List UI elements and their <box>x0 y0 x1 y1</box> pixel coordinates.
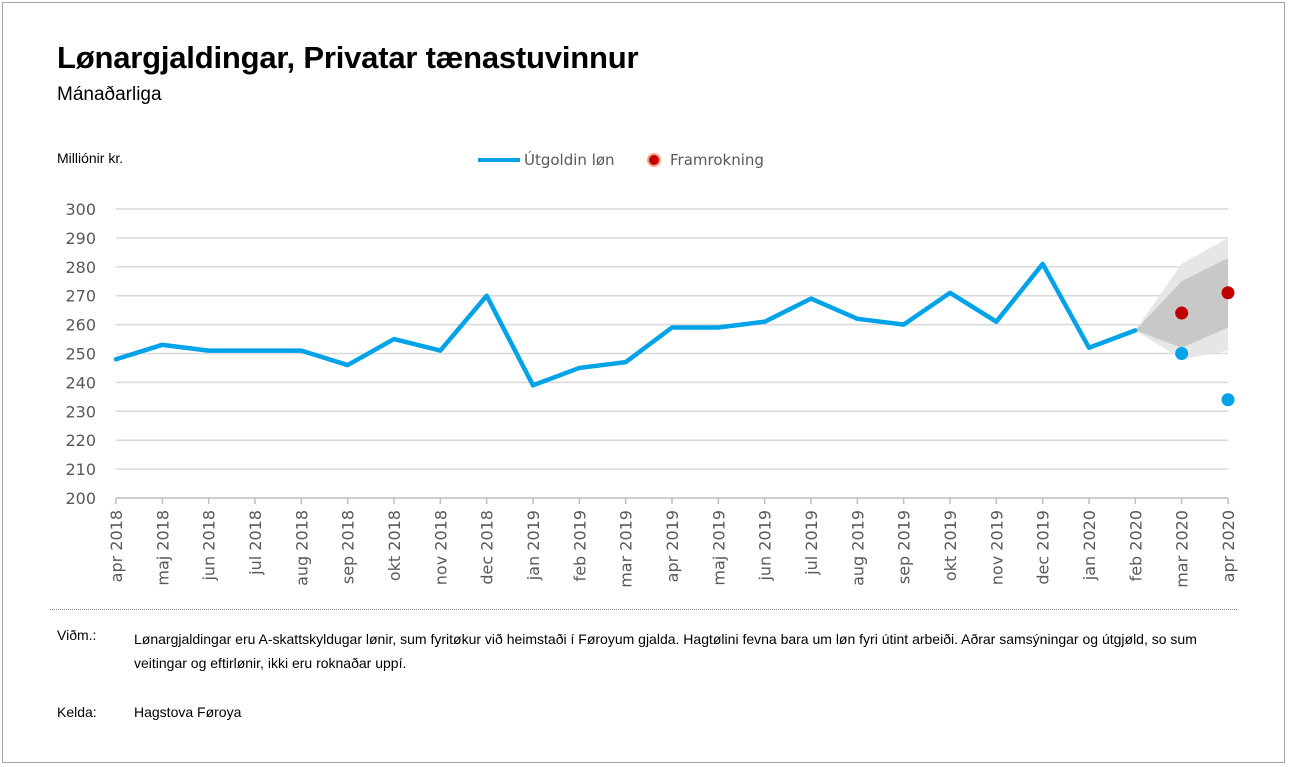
y-axis-unit-label: Milliónir kr. <box>57 150 124 166</box>
y-tick-label-280: 280 <box>65 258 96 277</box>
x-tick-label-19: nov 2019 <box>987 510 1006 585</box>
forecast-band <box>1135 237 1228 360</box>
x-tick-label-11: mar 2019 <box>617 510 636 588</box>
x-tick-label-21: jan 2020 <box>1080 510 1099 581</box>
footer-divider <box>50 609 1237 610</box>
x-tick-label-7: nov 2018 <box>431 510 450 585</box>
source-text: Hagstova Føroya <box>134 704 242 720</box>
blue-point-24 <box>1221 393 1235 407</box>
x-tick-label-15: jul 2019 <box>802 510 821 576</box>
blue-point-23 <box>1175 347 1189 360</box>
y-tick-label-300: 300 <box>65 200 96 219</box>
series-points <box>1175 286 1235 407</box>
x-tick-label-3: jul 2018 <box>246 510 265 576</box>
x-tick-label-16: aug 2019 <box>848 510 867 586</box>
forecast-band-inner <box>1135 258 1228 348</box>
x-tick-label-0: apr 2018 <box>107 510 126 582</box>
y-tick-label-230: 230 <box>65 402 96 421</box>
y-tick-label-200: 200 <box>65 489 96 508</box>
chart-subtitle: Mánaðarliga <box>57 84 162 105</box>
x-tick-label-1: maj 2018 <box>153 510 172 586</box>
axes: 200 210 220 230 240 250 260 270 280 290 300 apr 201… <box>65 200 1238 588</box>
x-tick-label-8: dec 2018 <box>478 510 497 585</box>
x-tick-label-5: sep 2018 <box>339 510 358 584</box>
series-lines <box>113 261 1138 388</box>
legend: Útgoldin løn Framrokning <box>478 150 764 169</box>
x-tick-label-20: dec 2019 <box>1034 510 1053 585</box>
x-tick-label-13: maj 2019 <box>709 510 728 586</box>
chart-title: Lønargjaldingar, Privatar tænastuvinnur <box>57 40 639 75</box>
y-tick-label-220: 220 <box>65 431 96 450</box>
x-tick-label-10: feb 2019 <box>570 510 589 581</box>
x-tick-label-6: okt 2018 <box>385 510 404 581</box>
x-tick-label-9: jan 2019 <box>524 510 543 581</box>
forecast-point-24 <box>1221 286 1235 300</box>
gridlines <box>116 208 1228 470</box>
x-tick-label-4: aug 2018 <box>292 510 311 586</box>
legend-dot-swatch <box>647 153 661 167</box>
legend-label-dot: Framrokning <box>670 151 764 169</box>
x-tick-label-24: apr 2020 <box>1219 510 1238 582</box>
note-label: Viðm.: <box>57 627 97 643</box>
x-tick-label-12: apr 2019 <box>663 510 682 582</box>
y-tick-label-270: 270 <box>65 287 96 306</box>
x-tick-label-17: sep 2019 <box>895 510 914 584</box>
y-tick-label-250: 250 <box>65 345 96 364</box>
legend-label-line: Útgoldin løn <box>524 150 615 169</box>
y-tick-label-240: 240 <box>65 373 96 392</box>
x-tick-label-22: feb 2020 <box>1126 510 1145 581</box>
note-text: Lønargjaldingar eru A-skattskyldugar løn… <box>134 631 1197 671</box>
x-tick-label-18: okt 2019 <box>941 510 960 581</box>
y-tick-label-290: 290 <box>65 229 96 248</box>
x-tick-label-23: mar 2020 <box>1173 510 1192 588</box>
x-tick-label-14: jun 2019 <box>756 510 775 582</box>
x-tick-label-2: jun 2018 <box>200 510 219 582</box>
source-label: Kelda: <box>57 704 97 720</box>
series-line-utgoldin-lon <box>113 261 1138 388</box>
y-tick-label-210: 210 <box>65 460 96 479</box>
forecast-point-23 <box>1175 306 1189 320</box>
y-tick-label-260: 260 <box>65 316 96 335</box>
